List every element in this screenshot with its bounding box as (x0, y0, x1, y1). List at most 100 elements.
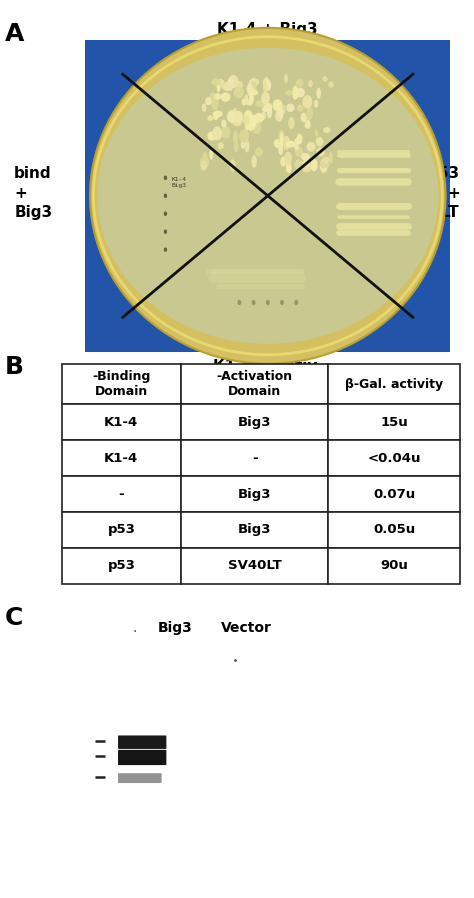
Ellipse shape (294, 160, 303, 170)
Ellipse shape (280, 300, 284, 305)
Ellipse shape (284, 152, 292, 165)
Bar (181, 404, 328, 440)
Text: -Activation
Domain: -Activation Domain (217, 370, 293, 398)
Text: SV40LT: SV40LT (228, 559, 282, 572)
Ellipse shape (316, 137, 323, 146)
Text: .: . (133, 621, 137, 636)
Text: bind
+
Big3: bind + Big3 (14, 166, 52, 220)
Text: Big3: Big3 (238, 524, 272, 536)
Ellipse shape (229, 159, 236, 172)
Ellipse shape (316, 147, 325, 156)
Ellipse shape (251, 77, 256, 90)
Ellipse shape (305, 120, 310, 129)
Ellipse shape (221, 126, 230, 138)
Text: K1-4: K1-4 (104, 416, 138, 429)
Bar (62, 440, 181, 476)
Text: 0.07u: 0.07u (373, 488, 415, 500)
Text: K1-4 + activ.: K1-4 + activ. (213, 359, 322, 374)
Text: p53: p53 (108, 524, 135, 536)
Ellipse shape (296, 79, 303, 87)
Ellipse shape (261, 112, 266, 119)
Ellipse shape (314, 130, 319, 136)
Ellipse shape (297, 104, 304, 111)
Ellipse shape (249, 93, 254, 103)
Text: A: A (5, 22, 24, 47)
Ellipse shape (218, 142, 224, 149)
Ellipse shape (246, 100, 253, 106)
Ellipse shape (216, 93, 221, 100)
Ellipse shape (323, 128, 331, 133)
Ellipse shape (164, 194, 167, 198)
Ellipse shape (90, 28, 446, 364)
Ellipse shape (248, 119, 255, 132)
Ellipse shape (211, 78, 221, 85)
Ellipse shape (328, 82, 334, 88)
Ellipse shape (205, 97, 212, 105)
Ellipse shape (201, 161, 207, 171)
Ellipse shape (286, 161, 292, 173)
Ellipse shape (320, 161, 329, 169)
Ellipse shape (227, 110, 237, 123)
Ellipse shape (261, 92, 270, 104)
Text: K1-4 + Big3: K1-4 + Big3 (218, 22, 318, 38)
Ellipse shape (286, 103, 295, 112)
Bar (328, 476, 460, 512)
Ellipse shape (281, 105, 287, 114)
Ellipse shape (288, 117, 295, 129)
Text: -: - (118, 488, 124, 500)
FancyBboxPatch shape (118, 750, 166, 765)
Ellipse shape (294, 300, 298, 305)
Ellipse shape (294, 137, 299, 151)
Ellipse shape (262, 106, 270, 112)
Ellipse shape (209, 150, 213, 160)
Ellipse shape (252, 300, 255, 305)
Ellipse shape (295, 146, 303, 157)
Ellipse shape (220, 92, 230, 101)
Ellipse shape (211, 99, 219, 110)
Ellipse shape (245, 140, 249, 153)
Ellipse shape (280, 132, 283, 146)
Text: 90u: 90u (380, 559, 408, 572)
FancyBboxPatch shape (118, 773, 162, 783)
Ellipse shape (306, 142, 316, 152)
Ellipse shape (284, 75, 288, 84)
Ellipse shape (233, 130, 238, 144)
Ellipse shape (275, 110, 283, 122)
Ellipse shape (236, 84, 241, 92)
Ellipse shape (285, 90, 292, 96)
Ellipse shape (308, 80, 313, 87)
Ellipse shape (278, 141, 283, 155)
Bar (181, 440, 328, 476)
Text: p53: p53 (108, 559, 135, 572)
Bar (62, 548, 181, 584)
Text: 15u: 15u (380, 416, 408, 429)
Ellipse shape (243, 116, 250, 126)
Bar (328, 440, 460, 476)
Ellipse shape (248, 115, 258, 127)
Ellipse shape (274, 139, 281, 147)
Ellipse shape (301, 153, 310, 161)
Ellipse shape (263, 102, 273, 111)
Text: -: - (252, 452, 257, 464)
Ellipse shape (273, 100, 283, 111)
Ellipse shape (164, 247, 167, 252)
Ellipse shape (277, 107, 284, 118)
Bar (62, 476, 181, 512)
Text: K1-4: K1-4 (104, 452, 138, 464)
Bar (181, 512, 328, 548)
Ellipse shape (223, 82, 232, 91)
Ellipse shape (328, 152, 333, 163)
Ellipse shape (280, 156, 287, 166)
Text: 0.05u: 0.05u (373, 524, 415, 536)
FancyBboxPatch shape (118, 735, 166, 749)
Text: B: B (5, 355, 24, 379)
Ellipse shape (310, 159, 318, 172)
Ellipse shape (302, 160, 310, 167)
Ellipse shape (213, 115, 219, 120)
Ellipse shape (164, 176, 167, 180)
Bar (181, 476, 328, 512)
Ellipse shape (164, 229, 167, 233)
Bar (181, 548, 328, 584)
Bar (85, 40, 450, 352)
Ellipse shape (264, 77, 269, 88)
